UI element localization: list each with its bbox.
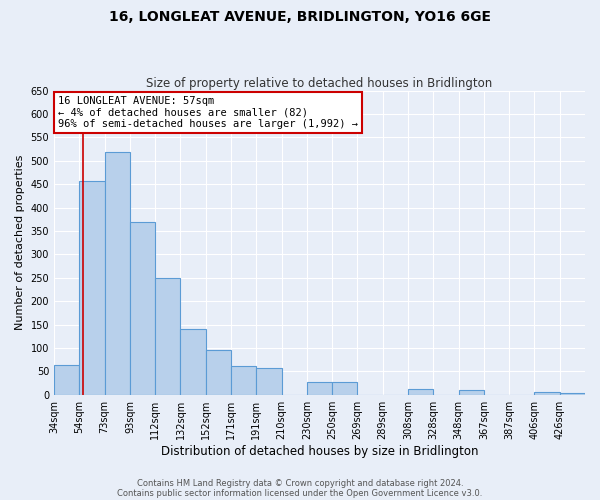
Text: Contains HM Land Registry data © Crown copyright and database right 2024.: Contains HM Land Registry data © Crown c…	[137, 478, 463, 488]
Bar	[458, 390, 484, 394]
Bar	[206, 350, 231, 395]
Bar	[307, 382, 332, 394]
Title: Size of property relative to detached houses in Bridlington: Size of property relative to detached ho…	[146, 76, 493, 90]
X-axis label: Distribution of detached houses by size in Bridlington: Distribution of detached houses by size …	[161, 444, 478, 458]
Bar	[54, 365, 79, 394]
Bar	[231, 366, 256, 394]
Bar	[79, 181, 104, 394]
Text: 16, LONGLEAT AVENUE, BRIDLINGTON, YO16 6GE: 16, LONGLEAT AVENUE, BRIDLINGTON, YO16 6…	[109, 10, 491, 24]
Bar	[535, 392, 560, 394]
Bar	[130, 222, 155, 394]
Text: Contains public sector information licensed under the Open Government Licence v3: Contains public sector information licen…	[118, 488, 482, 498]
Bar	[408, 389, 433, 394]
Bar	[332, 382, 358, 394]
Bar	[181, 329, 206, 394]
Text: 16 LONGLEAT AVENUE: 57sqm
← 4% of detached houses are smaller (82)
96% of semi-d: 16 LONGLEAT AVENUE: 57sqm ← 4% of detach…	[58, 96, 358, 129]
Bar	[155, 278, 181, 394]
Bar	[256, 368, 281, 394]
Y-axis label: Number of detached properties: Number of detached properties	[15, 155, 25, 330]
Bar	[104, 152, 130, 394]
